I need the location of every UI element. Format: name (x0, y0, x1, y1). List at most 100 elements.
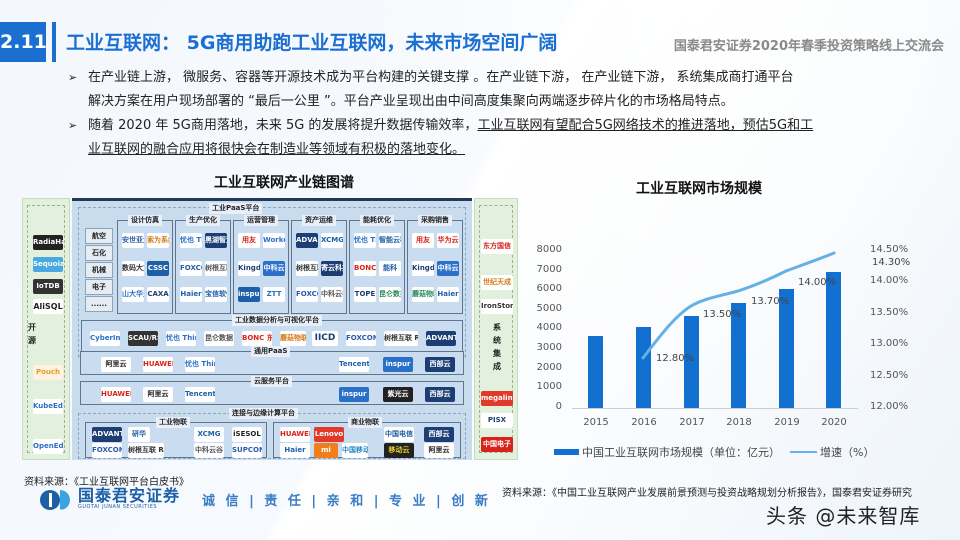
logo: SCAU/RSDL (128, 331, 158, 346)
logo: PISX (481, 413, 513, 428)
frame-label: 商业物联 (348, 417, 382, 428)
bar-2018 (731, 303, 746, 408)
bar-2020 (826, 272, 841, 408)
section-number-badge: 2.11 (0, 22, 47, 62)
logo: iSESOL (232, 427, 262, 442)
logo: CAXA (147, 287, 169, 302)
x-tick: 2015 (583, 417, 609, 428)
frame-label: 设计仿真 (128, 215, 162, 226)
x-axis-line (572, 408, 858, 409)
logo: HUAWEI (280, 427, 310, 442)
bar-2016 (636, 327, 651, 408)
brand-name-en: GUOTAI JUNAN SECURITIES (78, 504, 158, 510)
logo: 忧也 Thingswise (166, 331, 196, 346)
group-production: 生产优化 忧也 Thingswise 黑湖智造 FOXCONN 树根互联 Hai… (175, 215, 231, 314)
bar-2019 (779, 289, 794, 408)
logo: 能科 (379, 261, 401, 276)
frame-label: 云服务平台 (251, 376, 292, 387)
logo: Tencent腾讯 (339, 357, 369, 372)
logo: 安世亚太 (122, 233, 144, 248)
logo: 中国移动 (342, 443, 368, 458)
logo: IoTDB (33, 279, 63, 294)
market-size-chart: 0 1000 2000 3000 4000 5000 6000 7000 800… (530, 236, 911, 436)
logo: HUAWEI (143, 357, 173, 372)
logo: BONC 东方国信 (354, 261, 376, 276)
y-tick-left: 4000 (536, 322, 562, 333)
frame-label: 工业物联 (156, 417, 190, 428)
frame-label: 连接与边缘计算平台 (229, 408, 298, 419)
logo: 用友 (412, 233, 434, 248)
logo: 阿里云 (143, 387, 173, 402)
logo: 昆仑数据 (204, 331, 234, 346)
logo: FOXCONN (346, 331, 376, 346)
logo: BONC 东方国信 (242, 331, 272, 346)
logo: 紫光云 (383, 387, 413, 402)
y-tick-right: 12.00% (870, 401, 909, 412)
logo: Haier (180, 287, 202, 302)
y-tick-left: 0 (555, 401, 562, 412)
data-label: 12.80% (656, 353, 695, 364)
edge-computing-frame: 连接与边缘计算平台 工业物联 ADVANTECH 研华 XCMG iSESOL … (78, 408, 466, 459)
logo: SequoiaDB (33, 257, 63, 272)
column-border (479, 205, 513, 453)
label-char: 源 (28, 336, 36, 345)
logo: 蘑菇物联 (412, 287, 434, 302)
data-label: 14.30% (872, 257, 911, 268)
logo: 中科云 (437, 261, 459, 276)
y-tick-left: 6000 (536, 283, 562, 294)
chart-legend: 中国工业互联网市场规模（单位：亿元） 增速（%） (554, 444, 874, 460)
cloud-platform-box: 云服务平台 HUAWEI 阿里云 Tencent腾讯 inspur 紫光云 西部… (80, 376, 464, 405)
y-tick-right: 14.00% (870, 275, 909, 286)
group-energy: 能耗优化 忧也 Thingswise 智能云科 BONC 东方国信 能科 TOP… (349, 215, 405, 314)
logo: IICD (312, 331, 338, 346)
frame-label: 能耗优化 (360, 215, 394, 226)
logo: 华为云 (437, 233, 459, 248)
data-label: 14.00% (798, 277, 837, 288)
logo: 忧也 Thingswise (354, 233, 376, 248)
logo: ADVANTECH (426, 331, 456, 346)
logo: FOXCONN (296, 287, 318, 302)
legend-line-swatch (790, 451, 817, 453)
group-procurement: 采购销售 用友 华为云 Kingdee 中科云 蘑菇物联 Haier (407, 215, 463, 314)
label-char: 成 (493, 362, 501, 371)
logo: Haier (437, 287, 459, 302)
logo: 树根互联 (205, 261, 227, 276)
title-divider (52, 22, 56, 62)
industrial-iot-box: 工业物联 ADVANTECH 研华 XCMG iSESOL FOXCONN 树根… (85, 417, 267, 458)
y-tick-left: 3000 (536, 342, 562, 353)
logo: 移动云 (384, 443, 414, 458)
company-logo: 国泰君安证券 GUOTAI JUNAN SECURITIES 诚 信 | 责 任… (40, 488, 491, 511)
y-tick-right: 13.50% (870, 307, 909, 318)
logo: 蘑菇物联 (280, 331, 306, 346)
logo: KubeEdge (33, 399, 63, 414)
data-label: 13.50% (703, 309, 742, 320)
vertical-label: 开源 (27, 321, 37, 347)
industry-label: 电子 (85, 279, 113, 295)
logo: inspur (238, 287, 260, 302)
brand-mark-icon (40, 489, 70, 510)
frame-label: 生产优化 (186, 215, 220, 226)
y-tick-right: 14.50% (870, 244, 909, 255)
logo: 昆仑数据 (379, 287, 401, 302)
open-source-column: RadiaHadoop SequoiaDB IoTDB AliSQL 开源 Po… (22, 198, 70, 460)
logo: ZTT (263, 287, 285, 302)
y-tick-left: 2000 (536, 362, 562, 373)
logo: OpenEdge (33, 439, 63, 454)
bullet-text: 解决方案在用户现场部署的 “最后一公里 ”。平台产业呈现出由中间高度集聚向两端逐… (88, 94, 734, 109)
brand-name-cn: 国泰君安证券 (78, 486, 181, 505)
bullet-text-underlined: 工业互联网有望配合5G网络技术的推进落地，预估5G和工 (477, 118, 814, 133)
label-char: 集 (493, 349, 501, 358)
y-tick-left: 5000 (536, 303, 562, 314)
bullet-text-part: 随着 2020 年 5G商用落地，未来 5G 的发展将提升数据传输效率， (88, 118, 478, 133)
bullet-item: ➢ 在产业链上游， 微服务、容器等开源技术成为平台构建的关键支撑 。在产业链下游… (66, 66, 896, 114)
industry-chain-diagram: RadiaHadoop SequoiaDB IoTDB AliSQL 开源 Po… (22, 198, 518, 460)
platform-area: 工业PaaS平台 航空 石化 机械 电子 ...... 设计仿真 安世亚太 索为… (72, 198, 472, 460)
logo: 中科云谷 (194, 443, 224, 458)
logo: 西部云 (425, 357, 455, 372)
brand-name: 国泰君安证券 GUOTAI JUNAN SECURITIES (78, 488, 180, 511)
logo: 宝信软件 (205, 287, 227, 302)
y-tick-left: 7000 (536, 264, 562, 275)
group-asset-ops: 资产运维 ADVANTECH XCMG 树根互联 ROOTCLOUD 寄云科技 … (291, 215, 347, 314)
legend-label: 增速（%） (820, 446, 875, 459)
x-tick: 2017 (679, 417, 705, 428)
